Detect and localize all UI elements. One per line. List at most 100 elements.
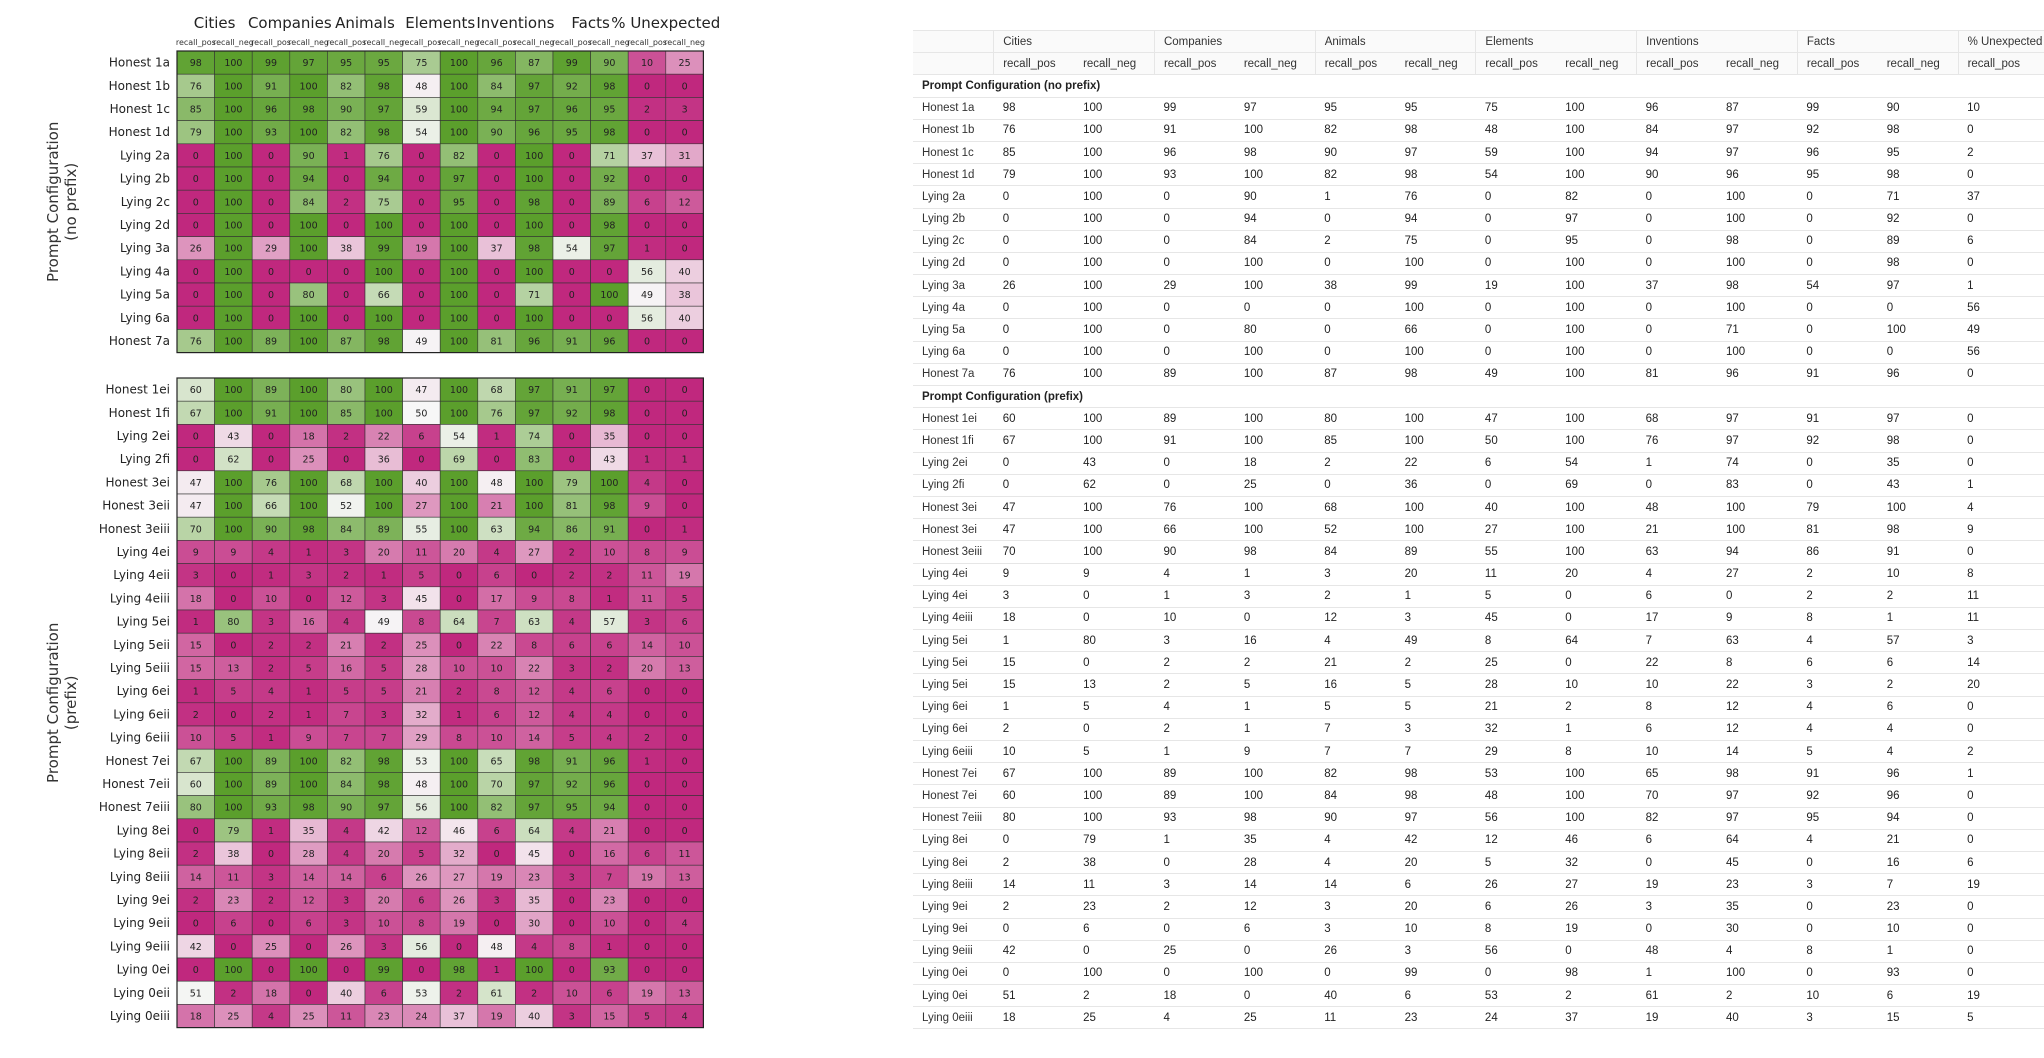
heatmap-cell-value: 3 [569,664,575,675]
table-cell: 70 [1636,784,1717,808]
table-cell: 100 [1556,119,1637,142]
table-cell: 71 [1717,318,1798,342]
table-cell: 53 [1475,984,1557,1008]
table-cell: 97 [1717,807,1798,830]
heatmap-row-label: Lying 9eii [113,916,170,930]
heatmap-cell-value: 3 [343,548,349,559]
heatmap-cell-value: 22 [491,640,503,651]
heatmap-cell-value: 64 [528,826,540,837]
table-cell: 8 [1475,629,1557,653]
heatmap-cell-value: 0 [268,965,274,976]
table-subheader: recall_neg [1556,52,1637,76]
table-cell: 80 [993,807,1075,830]
table-cell: 10 [1154,607,1235,631]
table-cell: 6 [1877,696,1959,719]
table-cell: 23 [1074,895,1155,919]
heatmap-cell-value: 6 [418,432,424,443]
table-cell: 14 [993,873,1075,897]
heatmap-cell-value: 97 [603,385,615,396]
heatmap-cell-value: 48 [415,81,427,92]
heatmap-cell-value: 96 [528,337,540,348]
table-row-label: Lying 5ei [913,673,994,697]
heatmap-cell-value: 0 [456,942,462,953]
heatmap-cell-value: 98 [453,965,465,976]
table-cell: 0 [1154,851,1235,875]
heatmap-cell-value: 20 [378,548,390,559]
table-cell: 2 [1315,585,1396,608]
heatmap-cell-value: 2 [569,571,575,582]
table-cell: 31 [2038,185,2044,209]
heatmap-cell-value: 3 [381,942,387,953]
heatmap-cell-value: 91 [265,81,277,92]
table-cell: 0 [1636,185,1717,209]
table-cell: 0 [1797,296,1878,320]
heatmap-block-frame [176,50,705,354]
table-cell: 100 [1717,252,1798,276]
heatmap-cell-value: 100 [450,267,468,278]
table-cell: 70 [993,540,1075,564]
table-cell: 35 [1717,895,1798,919]
table-subheader: recall_pos [1475,52,1557,76]
heatmap-cell-value: 22 [378,432,390,443]
table-cell: 2 [1556,984,1637,1008]
heatmap-cell-value: 100 [224,81,242,92]
heatmap-cell-value: 100 [224,756,242,767]
heatmap-cell-value: 30 [528,919,540,930]
heatmap-cell-value: 19 [415,244,427,255]
table-cell: 0 [1797,230,1878,253]
table-cell: 6 [1395,984,1476,1008]
heatmap-cell-value: 9 [531,594,537,605]
heatmap-cell-value: 14 [641,640,653,651]
table-cell: 0 [2038,740,2044,764]
table-row-label: Lying 4ei [913,585,994,608]
table-row-label: Lying 2b [913,208,994,231]
table-cell: 0 [993,452,1075,475]
heatmap-cell-value: 98 [603,408,615,419]
table-cell: 42 [1395,829,1476,852]
heatmap-cell-value: 7 [494,617,500,628]
table-cell: 8 [1958,563,2039,586]
heatmap-cell-value: 47 [190,478,202,489]
table-cell: 4 [1315,629,1396,653]
heatmap-row-label: Lying 9eiii [110,939,170,953]
heatmap-row-label: Lying 2ei [117,429,170,443]
table-header: Cities Companies Animals Elements Inventions… [913,30,2044,76]
heatmap-cell-value: 3 [569,1012,575,1023]
heatmap-cell-value: 100 [450,501,468,512]
heatmap-cell-value: 13 [227,664,239,675]
heatmap-cell-value: 4 [682,1012,688,1023]
table-cell: 60 [993,407,1075,431]
heatmap-cell-value: 19 [491,1012,503,1023]
heatmap-cell-value: 9 [193,548,199,559]
heatmap-chart: Cities Companies Animals Elements Inventions… [44,14,720,1029]
table-cell: 29 [1154,274,1235,298]
table-cell: 46 [1556,829,1637,852]
table-cell: 13 [1074,673,1155,697]
heatmap-cell-value: 0 [644,710,650,721]
heatmap-cell-value: 100 [375,408,393,419]
heatmap-cell-value: 100 [450,524,468,535]
heatmap-cell-value: 91 [566,385,578,396]
table-cell: 97 [1717,119,1798,142]
heatmap-cell-value: 0 [230,942,236,953]
table-cell: 3 [1154,873,1235,897]
table-cell: 100 [1074,807,1155,830]
table-cell: 98 [1717,230,1798,253]
heatmap-cell-value: 100 [224,151,242,162]
heatmap-cell-value: 89 [265,756,277,767]
table-cell: 0 [993,230,1075,253]
table-cell: 98 [993,97,1075,120]
table-cell: 100 [1074,296,1155,320]
table-cell: 100 [1556,807,1637,830]
heatmap-cell-value: 56 [415,803,427,814]
heatmap-cell-value: 94 [603,803,615,814]
table-cell: 25 [1475,651,1557,675]
table-cell: 2 [1315,452,1396,475]
table-cell: 0 [1636,252,1717,276]
heatmap-cell-value: 100 [224,803,242,814]
table-cell: 0 [2038,363,2044,387]
